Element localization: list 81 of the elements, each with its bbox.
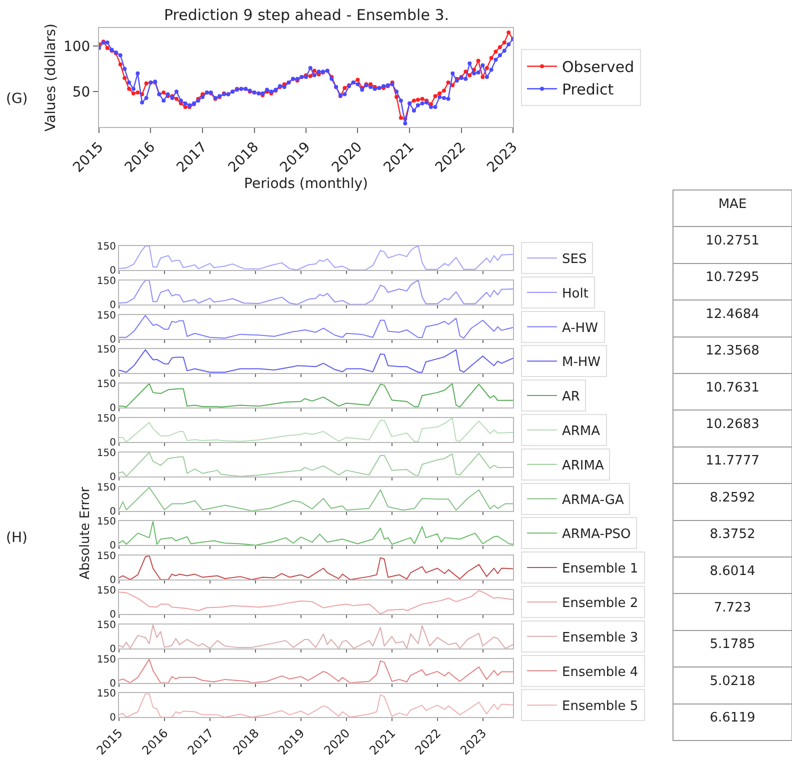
- line-series: [119, 486, 513, 511]
- line-series: [119, 280, 513, 304]
- y-tick-label: 150: [96, 654, 116, 666]
- legend-label: Ensemble 3: [562, 630, 638, 646]
- text: 5.0218: [710, 674, 756, 689]
- text: MAE: [718, 196, 747, 212]
- y-tick-label: 0: [110, 472, 116, 483]
- y-tick-label: 150: [96, 688, 116, 700]
- line-series: [119, 349, 513, 373]
- legend-label: Predict: [562, 80, 614, 99]
- text: 8.2592: [710, 490, 756, 506]
- y-axis-title: Values (dollars): [43, 24, 60, 132]
- line-series: [119, 418, 513, 442]
- text: 8.3752: [710, 527, 756, 542]
- y-tick-label: 0: [110, 266, 116, 276]
- line-series: [119, 452, 513, 476]
- legend-label: A-HW: [562, 320, 598, 336]
- legend-label: AR: [562, 390, 580, 405]
- y-tick-label: 150: [96, 414, 116, 424]
- chart-title: Prediction 9 step ahead - Ensemble 3.: [164, 6, 450, 24]
- line-series: [119, 384, 513, 408]
- legend-label: Ensemble 5: [562, 699, 638, 714]
- line-series: [119, 314, 513, 339]
- text: (H): [6, 530, 28, 546]
- y-tick-label: 150: [96, 242, 116, 252]
- y-axis-title: Absolute Error: [78, 486, 93, 580]
- text: 6.6119: [710, 710, 756, 726]
- y-tick-label: 0: [110, 575, 116, 586]
- legend-label: Ensemble 4: [562, 664, 638, 680]
- text: 8.6014: [710, 564, 756, 579]
- line-series: [119, 556, 513, 580]
- legend-label: ARMA-GA: [562, 492, 624, 508]
- y-tick-label: 150: [96, 551, 116, 562]
- y-tick-label: 150: [96, 586, 116, 596]
- text: 10.7631: [706, 380, 760, 396]
- text: 10.2683: [706, 416, 760, 432]
- line-series: [119, 590, 513, 614]
- legend-label: ARMA: [562, 424, 600, 440]
- y-tick-label: 150: [96, 516, 116, 528]
- y-tick-label: 0: [110, 540, 116, 552]
- y-tick-label: 0: [110, 438, 116, 448]
- line-series: [119, 624, 513, 648]
- text: 10.2751: [706, 233, 760, 248]
- legend-label: ARMA-PSO: [562, 527, 631, 542]
- legend-label: Holt: [562, 286, 588, 302]
- text: (G): [6, 91, 28, 107]
- y-tick-label: 0: [110, 678, 116, 690]
- y-tick-label: 0: [110, 644, 116, 655]
- y-tick-label: 0: [110, 368, 116, 380]
- y-tick-label: 0: [110, 610, 116, 620]
- y-tick-label: 150: [96, 379, 116, 390]
- y-tick-label: 0: [110, 403, 116, 414]
- y-tick-label: 150: [96, 620, 116, 631]
- y-tick-label: 0: [110, 712, 116, 724]
- y-tick-label: 0: [110, 506, 116, 518]
- line-series: [119, 693, 513, 718]
- text: 12.3568: [706, 344, 760, 359]
- text: 10.7295: [706, 270, 760, 286]
- y-tick-label: 150: [96, 482, 116, 494]
- text: 12.4684: [706, 306, 760, 322]
- text: 5.1785: [710, 637, 756, 652]
- line-series: [119, 521, 513, 546]
- y-tick-label: 0: [110, 300, 116, 311]
- x-axis-title: Periods (monthly): [244, 176, 368, 192]
- y-tick-label: 0: [110, 334, 116, 346]
- legend-label: ARIMA: [562, 458, 604, 474]
- legend-label: M-HW: [562, 355, 601, 370]
- text: 7.723: [714, 600, 752, 616]
- line-series: [119, 658, 513, 683]
- legend-label: Ensemble 1: [562, 562, 638, 577]
- y-tick-label: 150: [96, 344, 116, 356]
- y-tick-label: 150: [96, 310, 116, 322]
- legend-label: Observed: [562, 58, 634, 76]
- text: 11.7777: [706, 454, 760, 469]
- y-tick-label: 150: [96, 448, 116, 459]
- legend-label: Ensemble 2: [562, 596, 638, 612]
- y-tick-label: 50: [72, 84, 90, 100]
- legend-label: SES: [562, 252, 587, 268]
- y-tick-label: 100: [63, 39, 90, 56]
- y-tick-label: 150: [96, 276, 116, 287]
- line-series: [119, 246, 513, 270]
